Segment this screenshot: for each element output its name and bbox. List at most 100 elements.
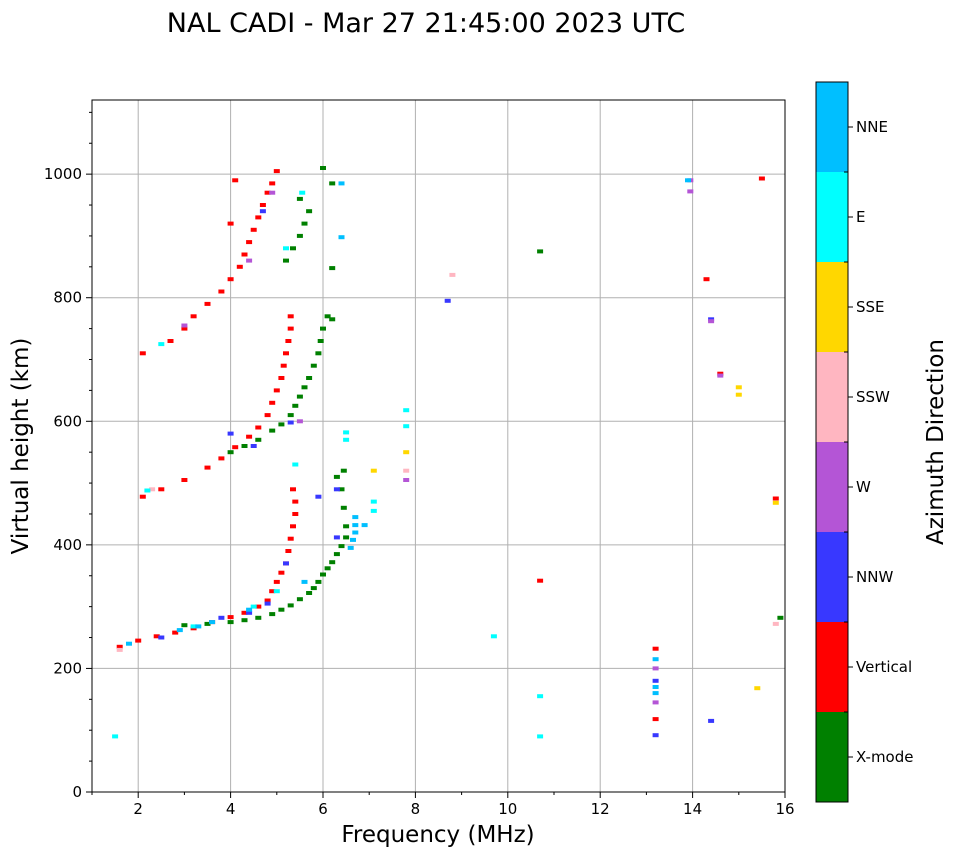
colorbar-frame xyxy=(815,81,849,803)
data-point xyxy=(717,373,724,378)
y-tick-label: 1000 xyxy=(44,165,82,183)
data-point xyxy=(315,494,322,499)
colorbar-segment xyxy=(816,712,848,802)
data-point xyxy=(343,430,350,435)
data-point xyxy=(269,190,276,195)
data-point xyxy=(241,618,248,623)
data-point xyxy=(285,549,292,553)
data-point xyxy=(264,598,271,603)
data-point xyxy=(269,181,276,186)
data-point xyxy=(144,488,151,493)
data-point xyxy=(250,227,257,232)
colorbar-segment xyxy=(816,532,848,622)
series-nnw xyxy=(158,209,715,738)
data-point xyxy=(370,499,377,504)
data-point xyxy=(218,289,225,294)
data-point xyxy=(269,612,276,617)
data-point xyxy=(287,420,294,425)
data-point xyxy=(296,196,303,201)
data-point xyxy=(299,190,306,195)
data-point xyxy=(301,579,308,584)
x-tick-label: 2 xyxy=(133,800,143,818)
data-point xyxy=(777,615,784,620)
data-point xyxy=(340,468,347,473)
data-point xyxy=(652,685,659,689)
data-point xyxy=(352,530,359,535)
data-point xyxy=(320,326,326,331)
data-point xyxy=(403,450,410,455)
colorbar-tick-label: X-mode xyxy=(856,748,913,766)
x-tick-label: 4 xyxy=(226,800,236,818)
grid-lines xyxy=(92,100,786,793)
data-point xyxy=(287,413,294,418)
data-point xyxy=(290,246,296,251)
colorbar-segment xyxy=(816,82,848,172)
data-point xyxy=(537,694,544,699)
colorbar-segment xyxy=(816,352,848,442)
data-point xyxy=(350,537,356,542)
data-point xyxy=(227,620,234,625)
data-point xyxy=(320,572,326,577)
data-point xyxy=(343,524,350,529)
data-point xyxy=(333,535,340,540)
data-point xyxy=(287,326,294,331)
x-tick-label: 16 xyxy=(775,800,794,818)
data-point xyxy=(685,178,691,183)
data-point xyxy=(652,646,659,651)
data-point xyxy=(329,266,336,271)
data-point xyxy=(158,487,165,492)
data-point xyxy=(204,621,211,626)
data-point xyxy=(172,630,179,635)
data-point xyxy=(320,166,326,170)
data-point xyxy=(652,657,659,662)
data-point xyxy=(296,394,303,399)
colorbar-segment xyxy=(816,172,848,262)
colorbar-label: Azimuth Direction xyxy=(923,339,949,545)
data-point xyxy=(333,474,340,479)
data-point xyxy=(176,628,183,633)
data-point xyxy=(352,523,359,528)
data-point xyxy=(285,339,292,343)
data-point xyxy=(361,523,368,528)
series-vertical xyxy=(116,169,779,722)
data-point xyxy=(264,190,271,195)
data-point xyxy=(283,561,289,566)
data-point xyxy=(246,607,253,612)
data-point xyxy=(232,445,239,450)
colorbar-tick-label: NNW xyxy=(856,568,893,586)
data-point xyxy=(292,403,299,408)
data-point xyxy=(236,264,243,269)
data-point xyxy=(370,468,377,473)
data-point xyxy=(315,351,322,356)
data-point xyxy=(278,422,285,427)
data-point xyxy=(338,487,345,492)
data-point xyxy=(324,314,331,319)
data-point xyxy=(181,323,188,328)
data-point xyxy=(703,277,710,282)
data-point xyxy=(227,615,234,620)
data-point xyxy=(338,181,345,186)
data-point xyxy=(290,487,296,492)
data-point xyxy=(652,700,659,705)
colorbar-segment xyxy=(816,442,848,532)
series-sse xyxy=(370,385,779,691)
data-point xyxy=(754,686,761,691)
y-tick-label: 0 xyxy=(72,783,82,801)
data-point xyxy=(296,233,303,238)
data-marks xyxy=(112,166,784,739)
data-point xyxy=(273,169,280,174)
data-point xyxy=(227,431,234,436)
data-point xyxy=(652,691,659,696)
data-point xyxy=(403,478,410,482)
colorbar-segment xyxy=(816,622,848,712)
x-axis-label: Frequency (MHz) xyxy=(341,822,534,848)
data-point xyxy=(292,512,299,516)
data-point xyxy=(204,301,211,306)
x-tick-label: 10 xyxy=(498,800,517,818)
data-point xyxy=(246,610,253,615)
data-point xyxy=(403,468,410,473)
x-tick-label: 12 xyxy=(591,800,610,818)
data-point xyxy=(333,487,340,492)
data-point xyxy=(735,392,742,397)
data-point xyxy=(772,496,779,501)
